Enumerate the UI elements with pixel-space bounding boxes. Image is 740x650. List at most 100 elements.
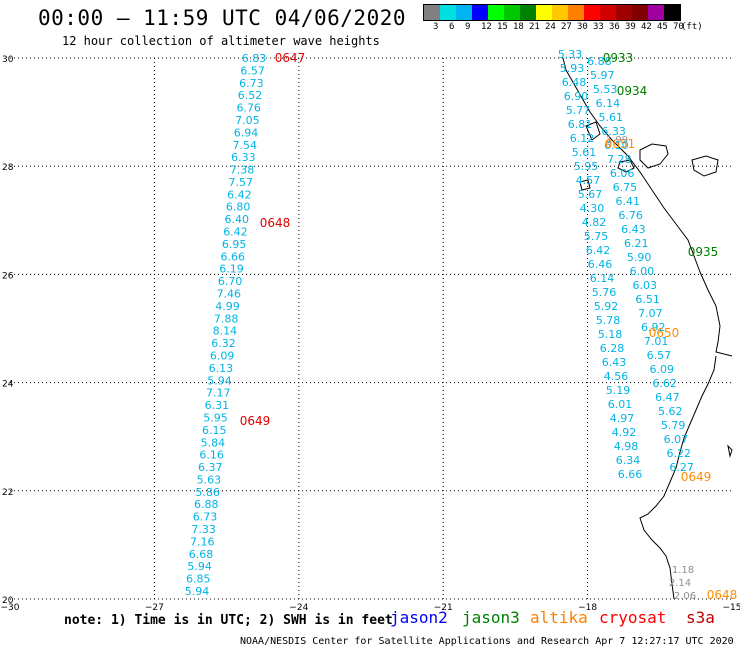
island-fuerteventura	[639, 143, 669, 169]
wave-height-label: 5.78	[596, 314, 621, 327]
wave-height-label: 6.66	[618, 468, 643, 481]
wave-height-label: 8.14	[213, 325, 238, 338]
wave-height-label: 5.61	[572, 146, 597, 159]
wave-height-label: 5.63	[197, 473, 222, 486]
wave-height-label: 6.48	[562, 76, 587, 89]
wave-height-label: 6.46	[588, 258, 613, 271]
wave-height-label: 6.57	[240, 64, 265, 77]
legend-label: 18	[513, 22, 524, 32]
island-small	[727, 444, 733, 458]
wave-height-label: 6.22	[667, 447, 692, 460]
wave-height-label: 6.21	[624, 237, 649, 250]
time-label: 0648	[707, 588, 738, 602]
wave-height-label: 5.92	[594, 300, 619, 313]
wave-height-label: 5.18	[598, 328, 623, 341]
wave-height-label: 6.75	[613, 181, 638, 194]
wave-height-label: 6.43	[621, 223, 646, 236]
wave-height-label: 1.18	[672, 565, 694, 576]
legend-swatch	[536, 5, 552, 20]
wave-height-label: 5.62	[658, 405, 683, 418]
wave-height-label: 6.85	[186, 573, 211, 586]
legend-jason2: jason2	[390, 608, 448, 627]
legend-swatch	[568, 5, 584, 20]
coastline	[562, 57, 733, 600]
wave-height-label: 6.52	[238, 89, 263, 102]
y-tick-label: 26	[2, 271, 14, 281]
wave-height-label: 7.17	[206, 387, 231, 400]
wave-height-label: 5.94	[187, 560, 212, 573]
legend-label: 30	[577, 22, 588, 32]
wave-height-label: 6.68	[189, 548, 214, 561]
time-label: 0649	[240, 414, 271, 428]
wave-height-label: 6.34	[616, 454, 641, 467]
legend-label: 6	[449, 22, 455, 32]
island-gomera	[579, 179, 591, 191]
wave-height-label: 6.41	[616, 195, 641, 208]
y-tick-label: 30	[2, 55, 14, 65]
time-label: 0934	[617, 84, 648, 98]
wave-height-label: 5.61	[599, 111, 624, 124]
wave-height-label: 5.79	[661, 419, 686, 432]
wave-height-label: 6.15	[202, 424, 227, 437]
wave-height-label: 6.88	[194, 498, 219, 511]
wave-height-label: 6.42	[586, 244, 611, 257]
wave-height-label: 5.33	[558, 48, 583, 61]
legend-swatch	[520, 5, 536, 20]
time-label: 0647	[275, 51, 306, 65]
wave-height-label: 6.33	[601, 125, 626, 138]
wave-height-label: 4.98	[614, 440, 639, 453]
wave-height-label: 5.93	[560, 62, 585, 75]
legend-swatch	[584, 5, 600, 20]
wave-height-label: 7.01	[644, 335, 669, 348]
wave-height-label: 6.88	[587, 55, 612, 68]
wave-height-label: 5.53	[593, 83, 618, 96]
legend-label: 27	[561, 22, 572, 32]
legend-label: 45	[657, 22, 668, 32]
wave-height-label: 6.70	[218, 275, 243, 288]
y-tick-label: 24	[2, 380, 14, 390]
time-label: 0648	[260, 216, 291, 230]
island-lanzarote	[691, 155, 719, 177]
wave-height-label: 7.57	[228, 176, 253, 189]
island-la-palma	[585, 121, 601, 141]
wave-height-label: 5.94	[207, 374, 232, 387]
wave-height-label: 7.33	[191, 523, 216, 536]
wave-height-label: 5.94	[185, 585, 210, 598]
legend-label: 70	[673, 22, 684, 32]
x-tick-label: −24	[289, 603, 308, 613]
legend-label: 21	[529, 22, 540, 32]
x-tick-label: −15	[723, 603, 740, 613]
time-label: 0935	[688, 245, 719, 259]
island-gran-canaria	[617, 159, 635, 173]
wave-height-label: 6.12	[570, 132, 595, 145]
legend-swatch	[616, 5, 632, 20]
legend-label: 24	[545, 22, 556, 32]
time-label: 0651	[605, 137, 636, 151]
y-tick-label: 20	[2, 596, 14, 606]
wave-height-label: 4.99	[215, 300, 240, 313]
wave-height-label: 7.54	[232, 139, 257, 152]
wave-height-label: 6.09	[650, 363, 675, 376]
legend-altika: altika	[530, 608, 588, 627]
wave-height-label: 6.16	[199, 449, 224, 462]
wave-height-label: 1.99	[606, 135, 628, 146]
legend-label: 33	[593, 22, 604, 32]
wave-height-label: 2.06	[674, 591, 696, 602]
wave-height-label: 6.42	[223, 226, 248, 239]
wave-height-label: 6.51	[635, 293, 660, 306]
wave-height-label: 7.88	[214, 312, 239, 325]
x-tick-label: −18	[578, 603, 597, 613]
wave-height-label: 4.57	[576, 174, 601, 187]
legend-swatch	[632, 5, 648, 20]
wave-height-label: 5.77	[566, 104, 591, 117]
wave-height-label: 6.40	[225, 213, 250, 226]
wave-height-label: 6.42	[227, 188, 252, 201]
wave-height-label: 7.07	[638, 307, 663, 320]
page-subtitle: 12 hour collection of altimeter wave hei…	[62, 34, 380, 48]
wave-height-label: 6.01	[608, 398, 633, 411]
wave-height-label: 6.32	[211, 337, 236, 350]
wave-height-label: 6.10	[604, 139, 629, 152]
wave-height-label: 6.73	[193, 511, 218, 524]
wave-height-label: 6.76	[618, 209, 643, 222]
